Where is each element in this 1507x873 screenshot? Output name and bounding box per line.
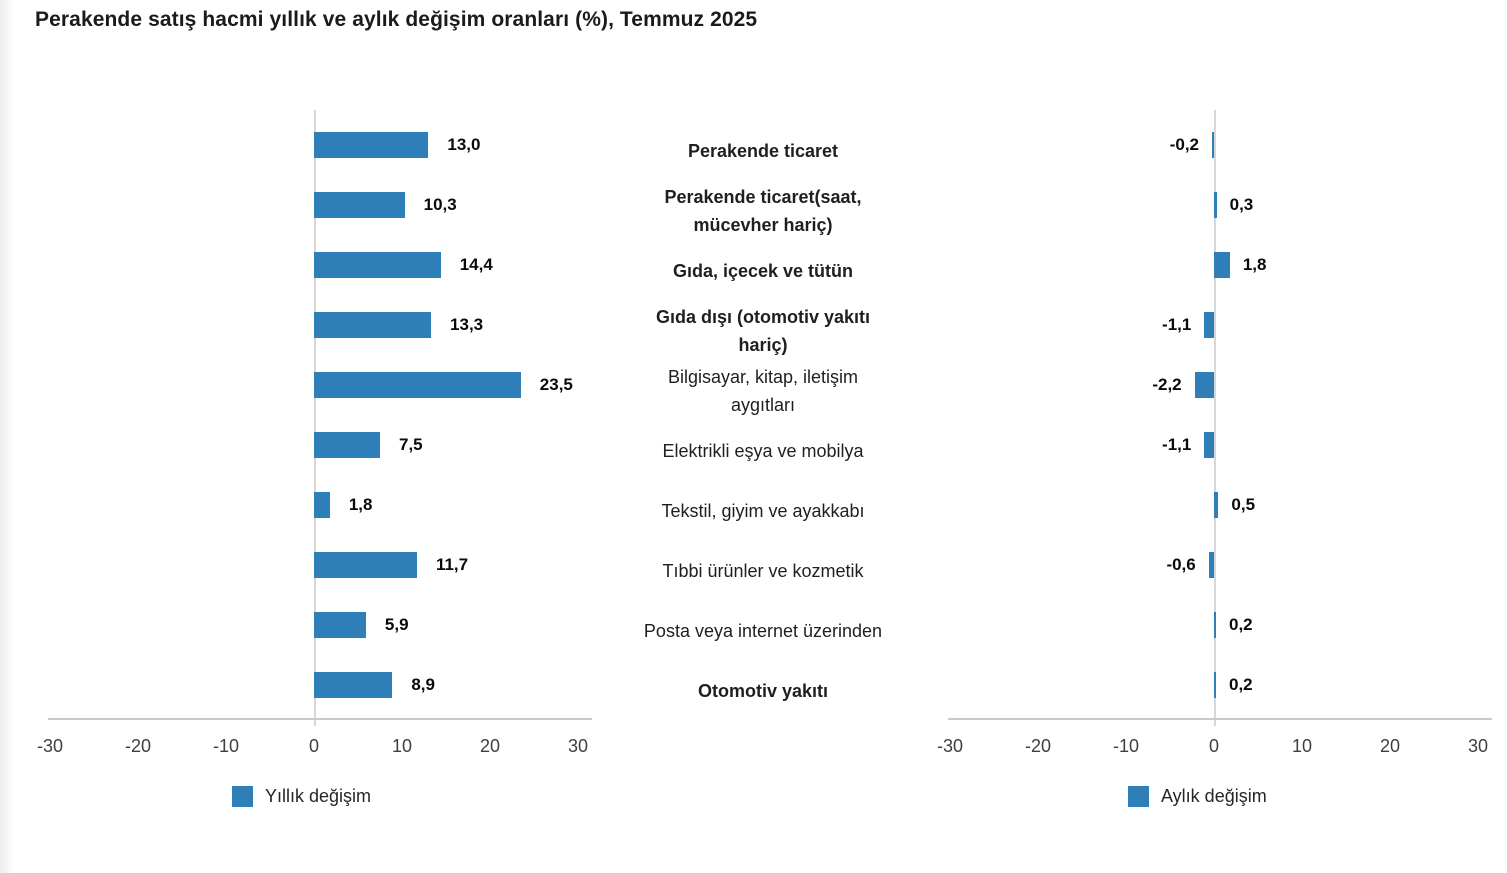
value-label: 13,0 [447,135,481,154]
value-label: 11,7 [435,555,469,574]
category-row: Elektrikli eşya ve mobilya [583,421,943,481]
bar [1194,372,1214,398]
category-label: Gıda dışı (otomotiv yakıtı hariç) [655,307,871,355]
x-tick-label: -20 [124,736,152,756]
bar [1214,192,1217,218]
x-axis [48,718,592,720]
x-tick-label: 10 [391,736,413,756]
zero-gridline [314,110,316,726]
bar [1214,252,1230,278]
category-row: Gıda, içecek ve tütün [583,241,943,301]
annual-legend-swatch [232,786,253,807]
category-row: Tekstil, giyim ve ayakkabı [583,481,943,541]
annual-legend: Yıllık değişim [232,786,371,807]
value-label: -1,1 [1162,435,1192,454]
value-label: 23,5 [539,375,573,394]
x-tick-label: -20 [1024,736,1052,756]
value-label: 5,9 [384,615,409,634]
bar [314,192,405,218]
annual-legend-label: Yıllık değişim [265,786,372,806]
bar [314,612,366,638]
x-tick-label: -30 [936,736,964,756]
bar [1204,432,1214,458]
value-label: 1,8 [1242,255,1267,274]
category-label: Bilgisayar, kitap, iletişim aygıtları [667,367,859,415]
monthly-legend: Aylık değişim [1128,786,1267,807]
bar [1212,132,1214,158]
x-tick-label: -10 [1112,736,1140,756]
x-tick-label: 0 [308,736,320,756]
bar [314,432,380,458]
category-label: Tıbbi ürünler ve kozmetik [662,561,864,581]
category-label: Perakende ticaret [687,141,839,161]
category-label: Posta veya internet üzerinden [643,621,883,641]
category-row: Perakende ticaret [583,121,943,181]
x-tick-label: 20 [479,736,501,756]
bar [314,492,330,518]
value-label: 0,2 [1229,675,1253,694]
category-label: Gıda, içecek ve tütün [672,261,854,281]
bar [314,312,432,338]
bar [314,132,429,158]
annual-change-chart: 13,0 10,3 14,4 13,3 23,5 7,5 1,8 11,7 5,9 8,9 -30 -… [37,110,592,756]
value-label: -1,1 [1162,315,1192,334]
value-label: 0,2 [1229,615,1253,634]
category-row: Perakende ticaret(saat, mücevher hariç) [583,181,943,241]
x-axis [948,718,1492,720]
category-label: Otomotiv yakıtı [697,681,829,701]
bar [1214,492,1219,518]
x-tick-label: 0 [1208,736,1220,756]
bar [1214,612,1216,638]
category-row: Otomotiv yakıtı [583,661,943,721]
value-label: 1,8 [348,495,373,514]
value-label: 14,4 [459,255,493,274]
category-labels-column: Perakende ticaret Perakende ticaret(saat,… [583,110,943,718]
value-label: -0,2 [1169,135,1199,154]
bar [314,372,521,398]
value-label: -0,6 [1166,555,1196,574]
category-row: Gıda dışı (otomotiv yakıtı hariç) [583,301,943,361]
bar [1208,552,1214,578]
x-tick-label: 30 [1467,736,1489,756]
x-tick-label: 20 [1379,736,1401,756]
value-label: 10,3 [423,195,457,214]
monthly-legend-swatch [1128,786,1149,807]
bar [1214,672,1216,698]
zero-gridline [1214,110,1216,726]
category-label: Elektrikli eşya ve mobilya [662,441,864,461]
x-tick-label: -30 [36,736,64,756]
bar [314,252,441,278]
monthly-change-chart: -0,2 0,3 1,8 -1,1 -2,2 -1,1 0,5 -0,6 0,2 0,2 -30 -2… [937,110,1492,756]
value-label: 7,5 [399,435,423,454]
value-label: -2,2 [1152,375,1182,394]
x-tick-label: -10 [212,736,240,756]
bar [1204,312,1214,338]
category-row: Bilgisayar, kitap, iletişim aygıtları [583,361,943,421]
x-tick-label: 30 [567,736,589,756]
bar [314,672,393,698]
value-label: 0,5 [1231,495,1256,514]
bar [314,552,417,578]
x-tick-label: 10 [1291,736,1313,756]
page-edge-shade [0,0,14,873]
category-row: Tıbbi ürünler ve kozmetik [583,541,943,601]
category-row: Posta veya internet üzerinden [583,601,943,661]
value-label: 0,3 [1229,195,1254,214]
value-label: 8,9 [411,675,435,694]
value-label: 13,3 [450,315,484,334]
category-label: Tekstil, giyim ve ayakkabı [661,501,865,521]
category-label: Perakende ticaret(saat, mücevher hariç) [664,187,862,235]
chart-title: Perakende satış hacmi yıllık ve aylık de… [35,8,758,31]
monthly-legend-label: Aylık değişim [1161,786,1267,806]
